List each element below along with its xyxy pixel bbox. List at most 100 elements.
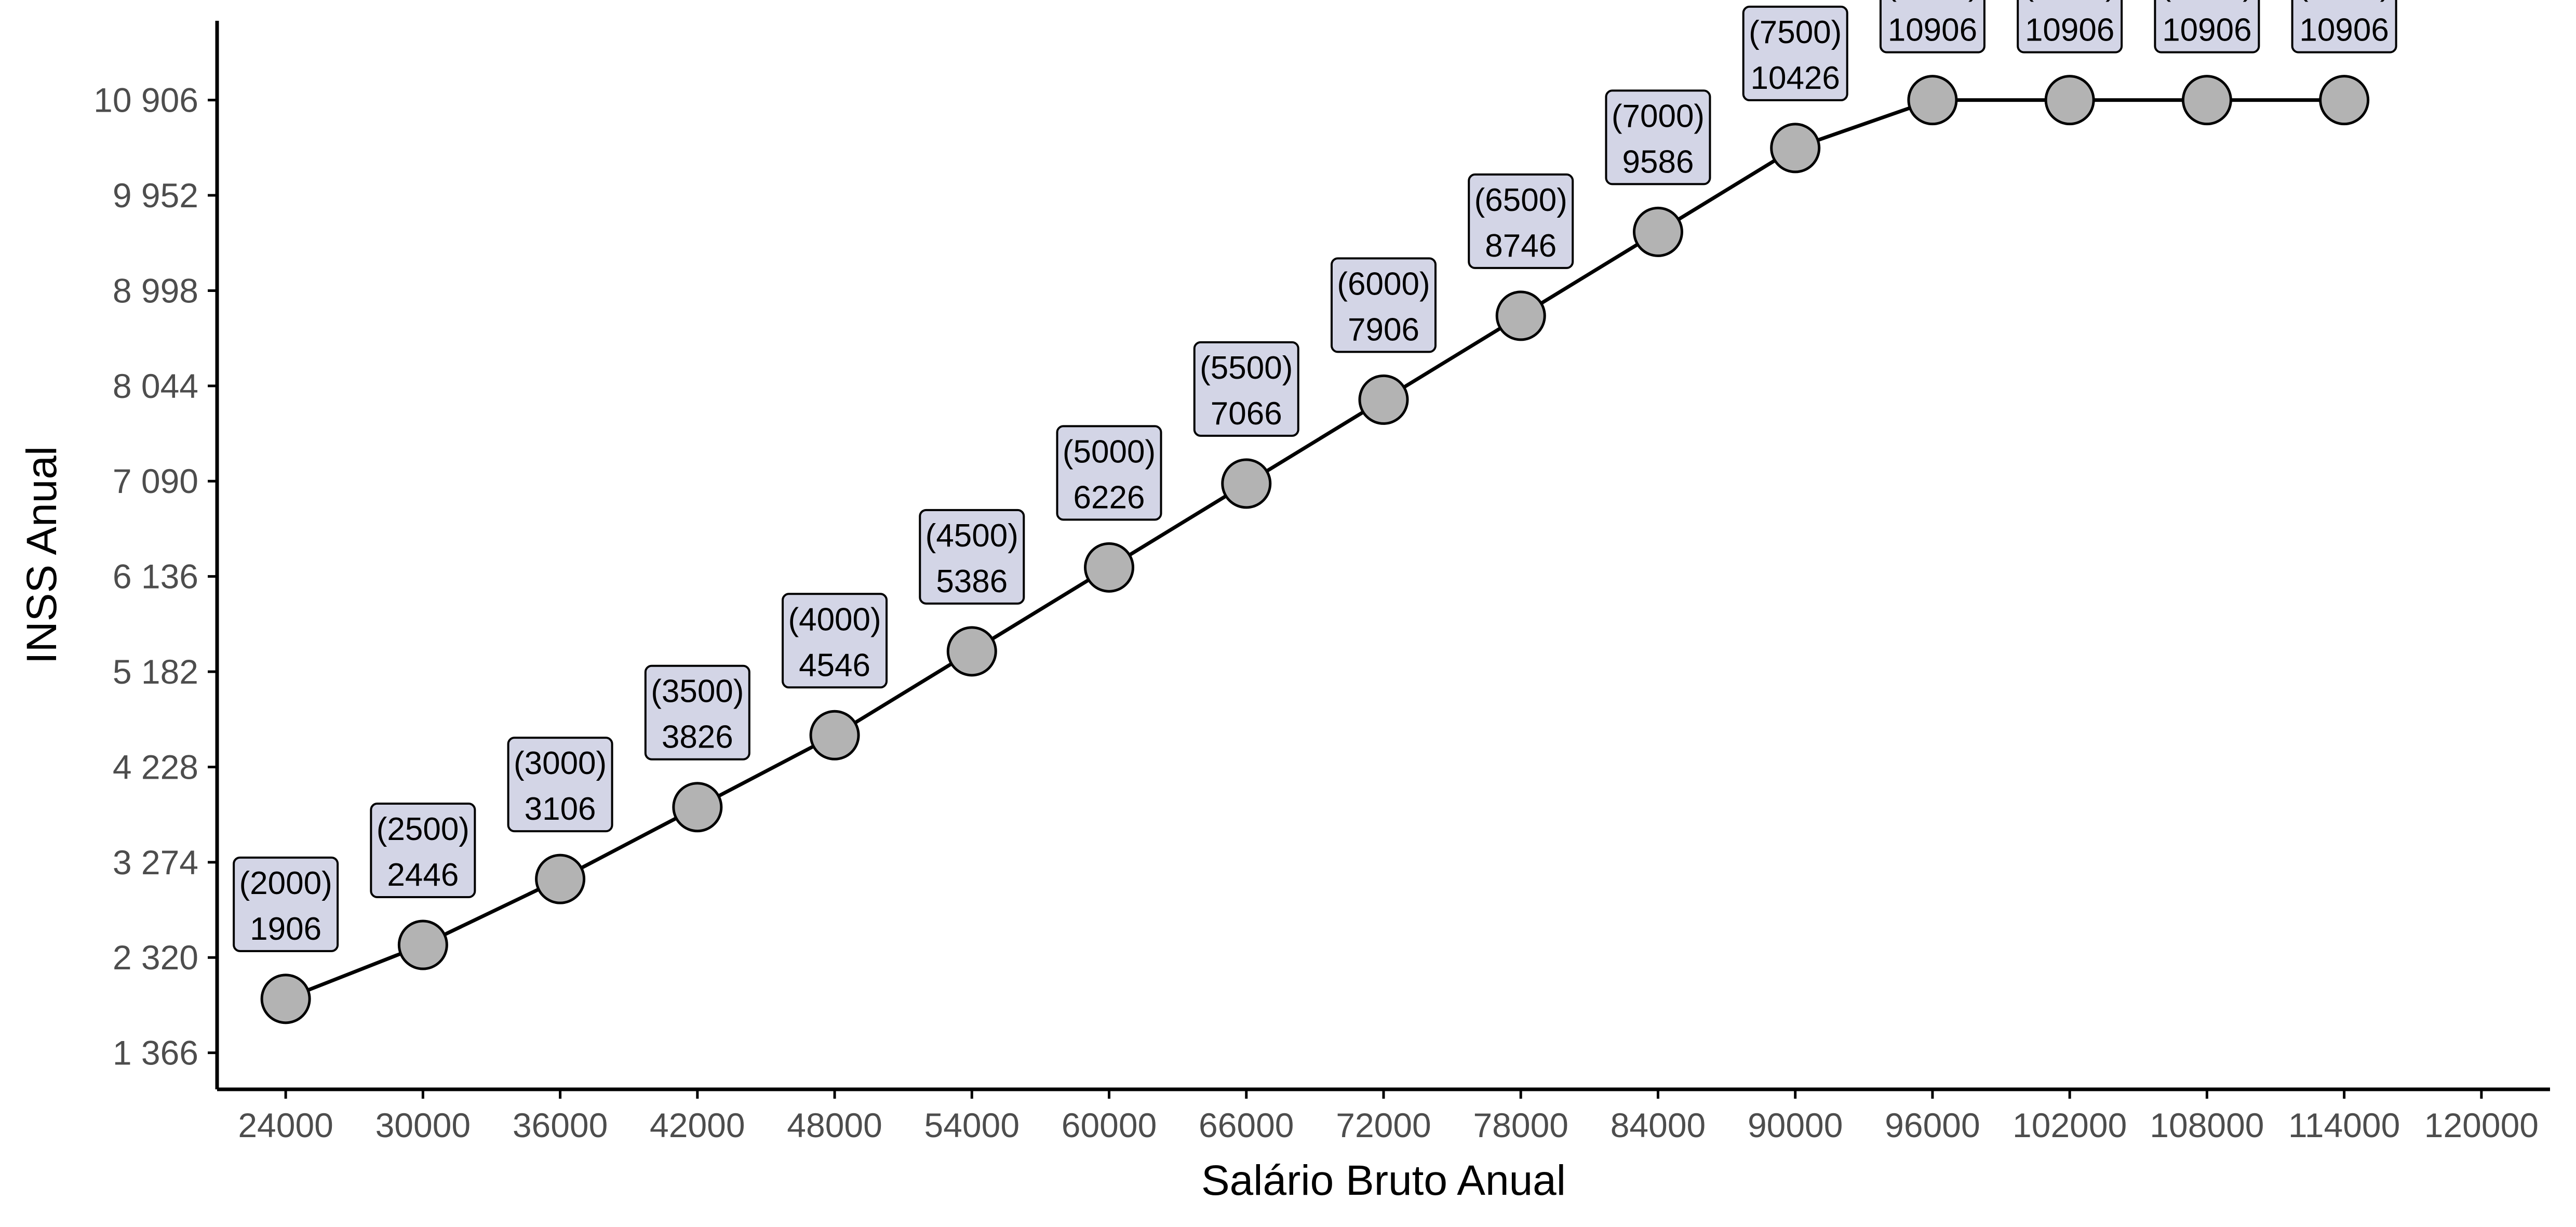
x-tick-label: 42000 — [650, 1106, 745, 1144]
data-label-top: (5000) — [1063, 434, 1156, 470]
data-point — [1770, 123, 1821, 174]
x-tick-label: 114000 — [2288, 1106, 2400, 1144]
x-tick-label: 90000 — [1748, 1106, 1843, 1144]
data-label-box — [919, 509, 1025, 605]
data-label-box — [1468, 173, 1574, 269]
y-tick-label: 9 952 — [113, 176, 198, 215]
data-label: (6500) 8746 — [1468, 173, 1574, 269]
data-label-bottom: 4546 — [799, 647, 870, 683]
data-label-box — [1193, 341, 1299, 437]
data-label-top: (7000) — [1612, 98, 1705, 134]
data-label-top: (9000) — [2161, 0, 2253, 3]
x-tick-label: 36000 — [513, 1106, 608, 1144]
data-label-bottom: 7066 — [1211, 396, 1282, 432]
data-label: (6000) 7906 — [1331, 257, 1437, 353]
data-label-bottom: 10906 — [2162, 12, 2251, 48]
data-label-box — [507, 737, 613, 833]
y-tick-label: 7 090 — [113, 462, 198, 500]
data-label-top: (8000) — [1886, 0, 1979, 3]
series-line — [285, 98, 2344, 1001]
data-label-top: (5500) — [1200, 350, 1293, 386]
data-point — [672, 782, 723, 833]
x-tick-label: 96000 — [1885, 1106, 1980, 1144]
data-label: (7000) 9586 — [1605, 89, 1711, 185]
data-label-bottom: 1906 — [250, 911, 321, 947]
data-label: (2000) 1906 — [233, 856, 339, 952]
data-point — [1358, 374, 1409, 425]
data-label: (3500) 3826 — [644, 664, 750, 761]
data-point — [809, 710, 860, 761]
data-label-box — [370, 803, 476, 899]
data-label: (9000) 10906 — [2154, 0, 2260, 54]
x-tick-label: 54000 — [924, 1106, 1020, 1144]
data-points-layer — [260, 75, 2370, 1024]
y-tick-label: 1 366 — [113, 1034, 198, 1072]
data-label: (2500) 2446 — [370, 803, 476, 899]
data-label-box — [2291, 0, 2397, 54]
data-label-top: (3000) — [514, 745, 607, 781]
data-point — [1907, 75, 1958, 126]
data-label-bottom: 10426 — [1750, 60, 1840, 96]
x-tick-label: 66000 — [1199, 1106, 1294, 1144]
y-tick-label: 10 906 — [93, 81, 198, 119]
y-axis-title: INSS Anual — [18, 446, 65, 664]
x-tick-label: 48000 — [787, 1106, 882, 1144]
data-point — [1084, 542, 1135, 593]
x-tick-label: 102000 — [2013, 1106, 2127, 1144]
data-label-box — [1331, 257, 1437, 353]
data-label-top: (2000) — [239, 865, 332, 901]
data-label-bottom: 10906 — [2299, 12, 2389, 48]
data-label-box — [2017, 0, 2123, 54]
data-label-bottom: 3106 — [525, 791, 596, 827]
x-tick-label: 24000 — [238, 1106, 333, 1144]
data-point — [2044, 75, 2095, 126]
data-label-box — [644, 664, 750, 761]
data-label-top: (6500) — [1474, 182, 1567, 218]
data-label-box — [1056, 425, 1162, 521]
data-point — [260, 973, 311, 1024]
data-label: (5000) 6226 — [1056, 425, 1162, 521]
data-label-top: (4500) — [925, 518, 1018, 554]
data-label: (8500) 10906 — [2017, 0, 2123, 54]
data-label-top: (8500) — [2023, 0, 2116, 3]
data-label-top: (2500) — [377, 811, 469, 847]
data-label-bottom: 6226 — [1074, 479, 1145, 515]
data-label-bottom: 10906 — [1888, 12, 1977, 48]
x-tick-label: 108000 — [2150, 1106, 2264, 1144]
data-label-box — [233, 856, 339, 952]
y-tick-label: 5 182 — [113, 652, 198, 691]
data-label: (8000) 10906 — [1879, 0, 1985, 54]
data-label-top: (3500) — [651, 674, 744, 710]
data-label-box — [1605, 89, 1711, 185]
data-point — [946, 626, 997, 677]
y-tick-label: 8 044 — [113, 367, 198, 405]
data-label-bottom: 10906 — [2025, 12, 2114, 48]
y-tick-label: 6 136 — [113, 557, 198, 596]
x-tick-label: 84000 — [1611, 1106, 1706, 1144]
data-labels-layer: (2000) 1906 (2500) 2446 (3000) 3106 (3500) 3826… — [233, 0, 2397, 952]
x-axis-title: Salário Bruto Anual — [1201, 1157, 1566, 1204]
data-label-bottom: 5386 — [936, 564, 1008, 599]
data-label-box — [2154, 0, 2260, 54]
x-tick-label: 120000 — [2424, 1106, 2539, 1144]
data-point — [1221, 458, 1272, 509]
data-label-box — [1742, 5, 1848, 101]
y-tick-label: 3 274 — [113, 843, 198, 882]
data-label: (9500) 10906 — [2291, 0, 2397, 54]
y-tick-label: 8 998 — [113, 271, 198, 310]
data-label: (3000) 3106 — [507, 737, 613, 833]
data-label-top: (4000) — [788, 602, 881, 637]
data-label-bottom: 8746 — [1485, 228, 1557, 264]
axes: 24000 30000 36000 42000 48000 54000 60000 66000… — [93, 21, 2550, 1144]
data-label-bottom: 7906 — [1348, 312, 1419, 348]
data-label-box — [782, 593, 888, 689]
data-label-bottom: 3826 — [662, 719, 733, 755]
data-point — [2181, 75, 2232, 126]
data-point — [1495, 290, 1546, 341]
x-tick-label: 60000 — [1062, 1106, 1157, 1144]
data-point — [397, 919, 448, 970]
data-label-bottom: 2446 — [387, 857, 459, 893]
data-label-top: (6000) — [1337, 266, 1430, 302]
x-tick-label: 78000 — [1473, 1106, 1568, 1144]
